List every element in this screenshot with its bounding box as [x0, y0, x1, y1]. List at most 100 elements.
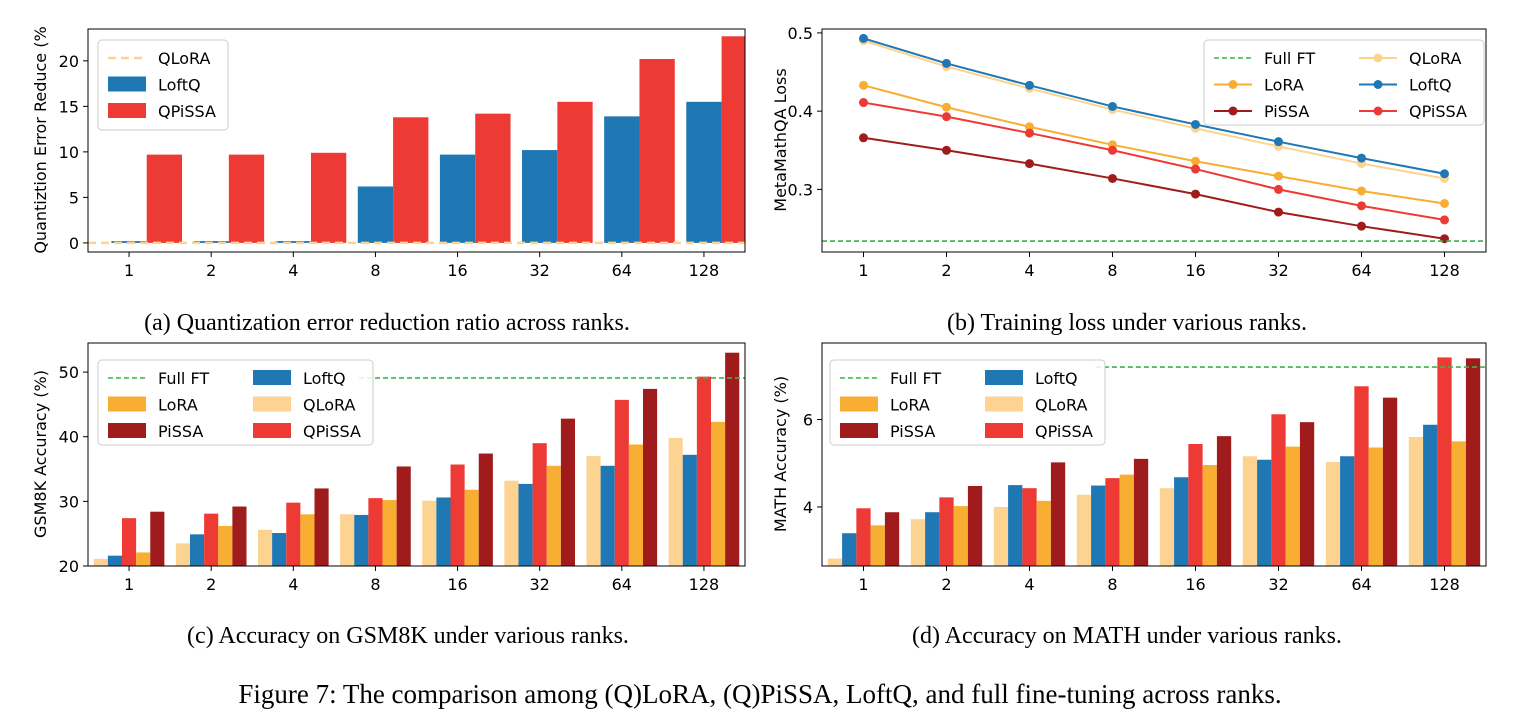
legend-handle [108, 76, 146, 92]
point-lora-32 [1274, 171, 1283, 181]
point-qpissa-128 [1440, 215, 1449, 225]
x-tick-label: 4 [1024, 261, 1034, 280]
bar-pissa-64 [1382, 397, 1398, 566]
bar-qpissa-8 [1105, 478, 1120, 566]
legend-label: Full FT [1264, 49, 1315, 68]
x-tick-label: 2 [206, 575, 216, 594]
legend-handle [253, 396, 291, 412]
bar-qlora-1 [827, 558, 843, 566]
x-tick-label: 128 [1429, 261, 1460, 280]
y-axis-label: MetaMathQA Loss [771, 68, 790, 211]
point-pissa-8 [1108, 173, 1117, 183]
x-tick-label: 4 [1024, 575, 1034, 594]
legend-handle [1373, 53, 1383, 63]
legend-a: QLoRA LoftQ QPiSSA [97, 39, 229, 131]
bar-qpissa-2 [204, 513, 219, 566]
caption-b: (b) Training loss under various ranks. [947, 310, 1307, 336]
bar-lora-2 [218, 525, 233, 566]
bar-qlora-8 [340, 514, 355, 566]
y-tick-label: 20 [59, 557, 79, 576]
x-tick-label: 4 [288, 261, 298, 280]
legend-handle [1373, 106, 1383, 116]
bar-pissa-2 [232, 506, 247, 566]
x-tick-label: 16 [1185, 575, 1205, 594]
plot-area-b [822, 33, 1486, 244]
bar-qlora-64 [1325, 461, 1341, 566]
y-tick-label: 0.4 [788, 102, 813, 121]
legend-box [1203, 39, 1485, 126]
x-tick-label: 8 [370, 575, 380, 594]
legend-label: PiSSA [890, 422, 935, 441]
bar-loftq-4 [275, 241, 311, 243]
bar-lora-16 [1202, 464, 1217, 566]
y-axis-label: GSM8K Accuracy (%) [31, 370, 50, 538]
legend-handle [1373, 80, 1383, 89]
legend-label: QPiSSA [158, 102, 216, 121]
bar-loftq-4 [1008, 485, 1023, 566]
legend-label: QPiSSA [1409, 102, 1467, 121]
point-pissa-2 [942, 145, 951, 155]
legend-handle [1228, 80, 1238, 89]
bar-qpissa-2 [939, 497, 954, 566]
point-qpissa-1 [859, 98, 868, 108]
line-qlora [863, 39, 1445, 180]
x-tick-label: 128 [689, 575, 720, 594]
bar-loftq-32 [518, 483, 533, 566]
bar-pissa-32 [560, 418, 576, 566]
point-pissa-1 [859, 133, 868, 143]
line-loftq [863, 37, 1445, 175]
legend-label: QLoRA [1035, 396, 1087, 415]
bar-loftq-4 [272, 533, 287, 566]
y-tick-label: 10 [59, 143, 79, 162]
point-lora-1 [859, 80, 868, 90]
legend-label: QLoRA [1409, 49, 1461, 68]
bar-lora-4 [1036, 500, 1051, 566]
bar-loftq-16 [436, 497, 451, 566]
line-pissa [863, 136, 1445, 240]
legend-d: Full FT LoRA PiSSA LoftQ QLoRA QPiSSA [829, 359, 1106, 446]
bar-pissa-64 [643, 388, 658, 566]
bar-qlora-16 [422, 500, 437, 566]
legend-handle [1228, 106, 1238, 116]
legend-handle [108, 396, 146, 412]
legend-label: LoRA [890, 396, 930, 415]
figure-caption: Figure 7: The comparison among (Q)LoRA, … [238, 679, 1281, 709]
axes-frame-c [87, 342, 746, 567]
bar-lora-8 [1119, 474, 1134, 566]
point-loftq-32 [1274, 137, 1283, 147]
bar-loftq-2 [925, 512, 940, 566]
x-tick-label: 32 [530, 575, 550, 594]
bar-loftq-64 [600, 465, 615, 566]
x-tick-label: 64 [612, 261, 632, 280]
bar-qpissa-32 [557, 101, 593, 243]
bar-loftq-64 [1340, 456, 1355, 566]
y-tick-label: 4 [803, 498, 813, 517]
bar-qlora-16 [1159, 488, 1175, 566]
x-tick-label: 32 [1268, 261, 1288, 280]
bar-qpissa-32 [532, 443, 547, 566]
point-pissa-64 [1357, 221, 1366, 231]
legend-b: Full FT LoRA PiSSA QLoRA LoftQ QPiSSA [1203, 39, 1485, 126]
x-tick-label: 16 [1185, 261, 1205, 280]
bar-pissa-128 [1465, 358, 1481, 566]
bar-loftq-128 [686, 101, 722, 243]
panel-a: 1 2 4 8 16 32 64 128 0 5 10 15 20 Quantiztion Error R… [31, 26, 746, 280]
bar-lora-128 [1451, 441, 1466, 566]
legend-handle [253, 423, 291, 438]
point-qpissa-8 [1108, 145, 1117, 155]
x-tick-label: 16 [447, 261, 467, 280]
bar-lora-2 [953, 506, 968, 566]
bar-loftq-1 [842, 533, 857, 566]
bar-qlora-32 [1242, 456, 1258, 566]
legend-label: PiSSA [158, 422, 203, 441]
point-qpissa-64 [1357, 201, 1366, 211]
legend-label: LoftQ [1035, 369, 1078, 388]
bar-qpissa-1 [146, 154, 183, 243]
point-loftq-2 [942, 58, 951, 68]
legend-handle [985, 396, 1023, 412]
panel-c: 1 2 4 8 16 32 64 128 20 30 40 50 GSM8K Accuracy (%) F… [31, 342, 746, 594]
bar-pissa-16 [1216, 436, 1232, 566]
axes-frame-a [87, 28, 746, 253]
bar-pissa-1 [150, 511, 165, 566]
